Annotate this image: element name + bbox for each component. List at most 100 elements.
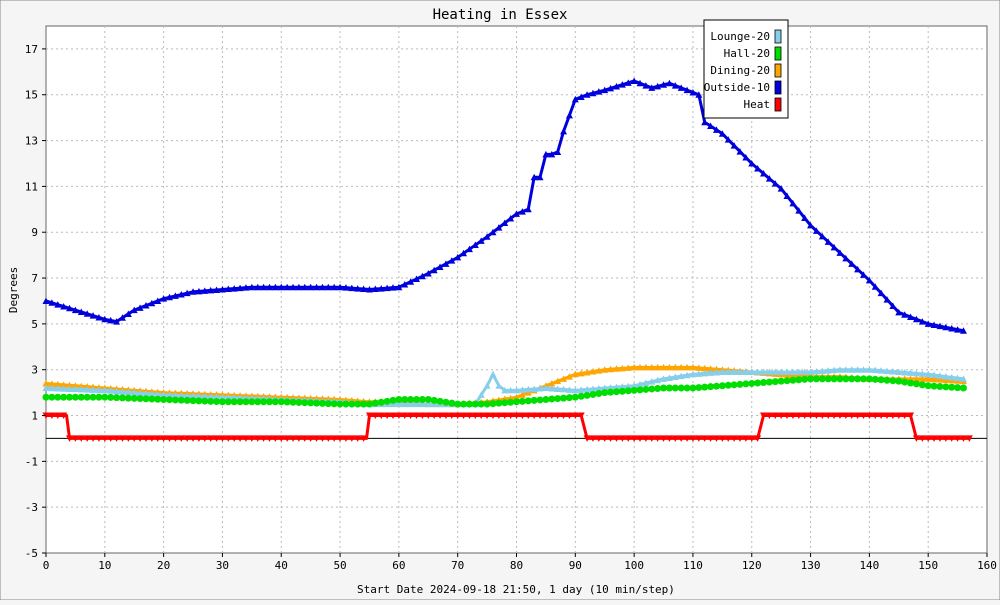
data-point	[877, 412, 885, 420]
data-point	[89, 435, 97, 442]
data-point	[418, 272, 426, 280]
data-point	[630, 435, 638, 442]
data-point	[695, 91, 703, 98]
data-point	[565, 412, 573, 420]
data-point	[959, 435, 967, 442]
data-point	[442, 260, 450, 267]
data-point	[618, 364, 626, 372]
data-point	[671, 363, 679, 371]
data-point	[959, 327, 967, 334]
data-point	[854, 412, 862, 420]
data-point	[207, 435, 215, 442]
legend-label: Outside-10	[704, 81, 770, 94]
data-point	[230, 285, 238, 292]
data-point	[77, 435, 85, 442]
data-point	[865, 276, 873, 284]
data-point	[859, 366, 867, 373]
data-point	[60, 385, 68, 392]
data-point	[171, 391, 179, 399]
data-point	[260, 435, 268, 442]
data-point	[66, 304, 74, 312]
legend-swatch	[774, 63, 782, 78]
data-point	[454, 412, 462, 420]
data-point	[424, 395, 432, 403]
data-point	[595, 367, 603, 374]
data-point	[942, 376, 950, 384]
data-point	[465, 400, 473, 408]
data-point	[365, 412, 373, 420]
data-point	[136, 304, 144, 311]
data-point	[842, 366, 850, 373]
data-point	[166, 293, 174, 301]
data-point	[495, 224, 503, 231]
data-point	[724, 435, 732, 442]
data-point	[148, 395, 156, 403]
data-point	[42, 384, 50, 392]
data-point	[77, 308, 85, 315]
data-point	[783, 412, 791, 420]
data-point	[654, 384, 662, 392]
data-point	[795, 368, 803, 375]
data-point	[148, 299, 156, 307]
legend-swatch	[774, 97, 782, 112]
data-point	[560, 127, 568, 135]
data-point	[818, 232, 826, 240]
data-point	[283, 283, 291, 291]
data-point	[365, 400, 373, 408]
data-point	[812, 368, 820, 375]
data-point	[607, 84, 615, 92]
data-point	[748, 159, 756, 167]
legend-label: Dining-20	[710, 64, 770, 77]
data-point	[660, 384, 668, 392]
data-point	[965, 435, 973, 442]
data-point	[924, 320, 932, 327]
data-point	[730, 368, 738, 375]
data-point	[777, 185, 785, 192]
data-point	[301, 399, 309, 407]
data-point	[542, 150, 550, 158]
data-point	[765, 378, 773, 386]
data-point	[183, 435, 191, 442]
data-point	[201, 393, 209, 400]
data-point	[765, 175, 773, 182]
data-point	[689, 370, 697, 378]
data-point	[936, 376, 944, 383]
data-point	[471, 400, 479, 408]
data-point	[554, 377, 562, 385]
x-tick-label: 160	[977, 559, 997, 572]
data-point	[60, 393, 68, 401]
data-point	[601, 435, 609, 442]
data-point	[618, 435, 626, 442]
data-point	[695, 370, 703, 377]
data-point	[218, 393, 226, 401]
data-point	[124, 435, 132, 442]
data-point	[283, 398, 291, 406]
data-point	[348, 435, 356, 442]
data-point	[148, 435, 156, 442]
data-point	[160, 391, 168, 398]
data-point	[654, 376, 662, 384]
data-point	[513, 412, 520, 420]
data-point	[524, 397, 532, 405]
data-point	[501, 412, 509, 420]
data-point	[771, 412, 779, 420]
data-point	[918, 370, 926, 377]
data-point	[936, 322, 944, 330]
data-point	[612, 365, 620, 372]
data-point	[501, 386, 509, 394]
data-point	[42, 379, 50, 387]
data-point	[548, 384, 556, 392]
data-point	[718, 382, 726, 390]
data-point	[589, 390, 597, 398]
data-point	[612, 388, 620, 396]
data-point	[101, 435, 109, 442]
data-point	[207, 393, 215, 400]
y-tick-label: -5	[25, 547, 38, 560]
data-point	[330, 435, 338, 442]
data-point	[277, 283, 285, 291]
data-point	[107, 387, 115, 394]
data-point	[836, 249, 844, 256]
data-point	[477, 237, 485, 244]
data-point	[560, 385, 568, 393]
data-point	[107, 393, 115, 401]
